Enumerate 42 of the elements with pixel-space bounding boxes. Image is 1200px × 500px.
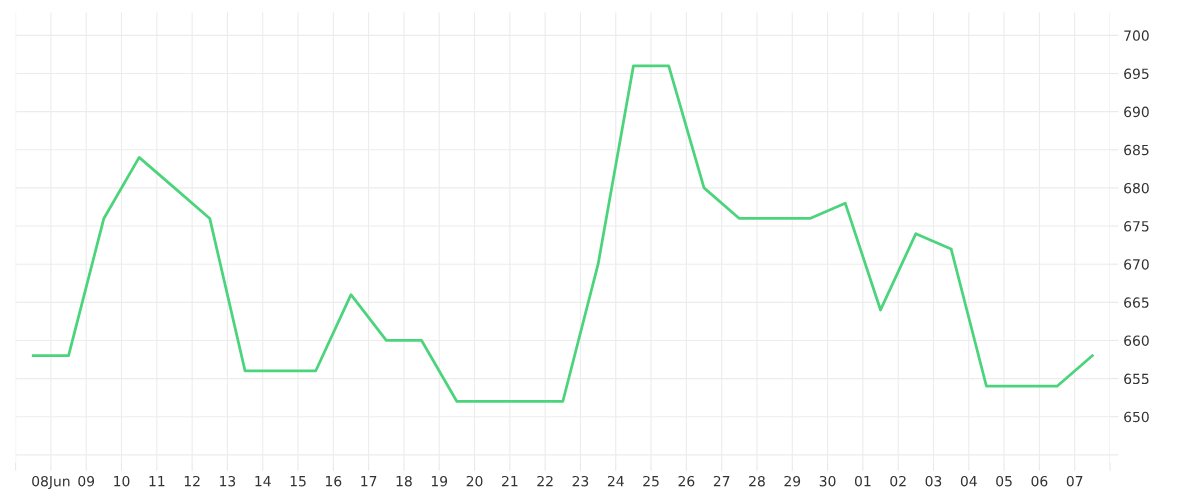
x-tick-label: 18 [396, 475, 412, 487]
x-tick-label: 28 [749, 475, 765, 487]
x-tick-label: 30 [819, 475, 836, 487]
x-tick-label: 25 [643, 475, 659, 487]
x-tick-label: 17 [361, 476, 377, 487]
x-tick-label: 04 [960, 475, 977, 487]
x-tick-label: 15 [290, 476, 306, 487]
x-tick-label: 01 [854, 475, 871, 487]
x-tick-label: 07 [1066, 475, 1083, 487]
y-tick-label: 695 [1124, 68, 1149, 79]
y-tick-label: 685 [1124, 144, 1149, 156]
x-tick-label: 06 [1031, 475, 1048, 487]
x-tick-label: 16 [326, 475, 342, 487]
x-tick-label: 27 [713, 475, 730, 487]
y-tick-label: 660 [1124, 335, 1149, 346]
x-tick-label: 22 [537, 475, 553, 487]
x-tick-label: 20 [466, 475, 483, 487]
y-tick-label: 665 [1124, 297, 1149, 308]
x-tick-label: 24 [607, 475, 624, 487]
y-tick-label: 650 [1124, 411, 1149, 423]
y-tick-label: 675 [1124, 221, 1149, 232]
x-tick-label: 19 [431, 475, 448, 487]
x-tick-label: 12 [184, 475, 200, 487]
x-tick-label: 10 [114, 475, 130, 487]
x-tick-label: 09 [78, 475, 95, 487]
x-tick-label: 26 [678, 475, 695, 487]
x-tick-label: 02 [890, 475, 906, 487]
x-tick-label: 03 [925, 475, 942, 487]
x-tick-label: 23 [572, 475, 589, 487]
y-tick-label: 690 [1124, 106, 1149, 118]
x-tick-label: 11 [149, 476, 165, 487]
y-tick-label: 700 [1124, 30, 1149, 41]
y-tick-label: 670 [1124, 259, 1149, 270]
x-tick-label: 29 [784, 475, 801, 487]
x-tick-label: 05 [996, 475, 1012, 487]
x-tick-label: 13 [220, 475, 236, 487]
x-tick-label: 21 [502, 475, 518, 487]
x-tick-label: 08Jun [32, 475, 70, 490]
y-tick-label: 680 [1124, 182, 1149, 194]
x-tick-label: 14 [255, 476, 271, 487]
y-tick-label: 655 [1124, 373, 1149, 385]
line-series [31, 64, 1094, 403]
